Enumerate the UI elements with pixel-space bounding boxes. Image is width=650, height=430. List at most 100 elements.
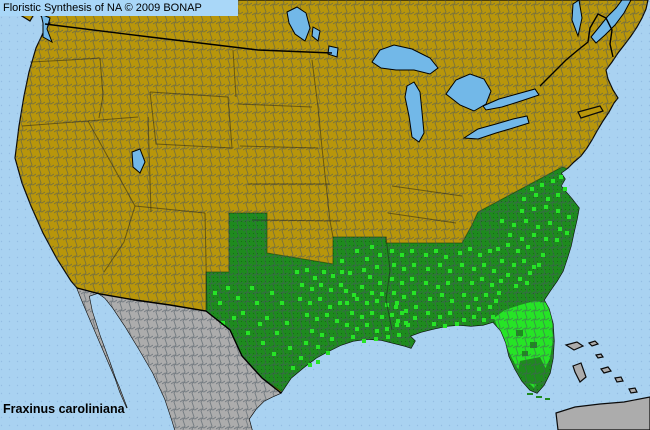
county-marker bbox=[520, 209, 524, 213]
county-marker bbox=[362, 268, 366, 272]
county-marker bbox=[360, 285, 364, 289]
county-marker bbox=[559, 175, 563, 179]
county-marker bbox=[532, 207, 536, 211]
county-marker bbox=[335, 319, 339, 323]
county-marker bbox=[326, 351, 330, 355]
county-marker bbox=[497, 291, 501, 295]
county-marker bbox=[291, 366, 295, 370]
county-marker bbox=[402, 267, 406, 271]
county-marker bbox=[480, 277, 484, 281]
county-marker bbox=[500, 259, 504, 263]
county-marker bbox=[370, 311, 374, 315]
county-marker bbox=[525, 281, 529, 285]
county-marker bbox=[308, 301, 312, 305]
county-marker bbox=[426, 311, 430, 315]
county-marker bbox=[540, 183, 544, 187]
county-marker bbox=[482, 318, 486, 322]
county-marker bbox=[472, 315, 476, 319]
county-marker bbox=[392, 291, 396, 295]
county-marker bbox=[482, 263, 486, 267]
county-marker bbox=[491, 315, 495, 319]
county-marker bbox=[484, 293, 488, 297]
county-marker bbox=[325, 313, 329, 317]
county-marker bbox=[226, 286, 230, 290]
map-attribution-bar: Floristic Synthesis of NA © 2009 BONAP bbox=[0, 0, 238, 16]
county-marker bbox=[348, 271, 352, 275]
county-marker bbox=[412, 263, 416, 267]
county-marker bbox=[261, 341, 265, 345]
county-marker bbox=[524, 219, 528, 223]
canada-border-east bbox=[539, 13, 614, 87]
county-marker bbox=[477, 307, 481, 311]
county-marker bbox=[265, 316, 269, 320]
state-borders bbox=[21, 49, 463, 331]
county-marker bbox=[355, 327, 359, 331]
county-marker bbox=[406, 323, 410, 327]
county-marker bbox=[329, 288, 333, 292]
county-marker bbox=[402, 295, 406, 299]
county-marker bbox=[397, 333, 401, 337]
county-marker bbox=[331, 274, 335, 278]
county-marker bbox=[375, 329, 379, 333]
county-marker bbox=[412, 291, 416, 295]
county-marker bbox=[218, 301, 222, 305]
county-marker bbox=[443, 324, 447, 328]
county-marker bbox=[232, 316, 236, 320]
county-marker bbox=[365, 323, 369, 327]
county-marker bbox=[390, 249, 394, 253]
county-marker bbox=[258, 322, 262, 326]
county-marker bbox=[350, 311, 354, 315]
county-marker bbox=[365, 257, 369, 261]
bahamas-island bbox=[587, 340, 600, 347]
lake-huron bbox=[445, 73, 492, 112]
county-marker bbox=[400, 281, 404, 285]
county-marker bbox=[536, 225, 540, 229]
county-marker bbox=[360, 315, 364, 319]
county-marker bbox=[512, 263, 516, 267]
county-marker bbox=[308, 363, 312, 367]
county-marker bbox=[390, 313, 394, 317]
county-marker bbox=[386, 335, 390, 339]
county-marker bbox=[305, 268, 309, 272]
county-marker bbox=[518, 277, 522, 281]
lake-superior bbox=[371, 44, 439, 75]
county-marker bbox=[490, 283, 494, 287]
county-marker bbox=[528, 271, 532, 275]
county-marker bbox=[541, 253, 545, 257]
county-marker bbox=[352, 293, 356, 297]
lake-manitoba bbox=[311, 26, 321, 42]
county-marker bbox=[275, 331, 279, 335]
county-marker bbox=[508, 233, 512, 237]
county-marker bbox=[462, 293, 466, 297]
county-marker bbox=[300, 283, 304, 287]
county-marker bbox=[328, 305, 332, 309]
county-marker bbox=[544, 237, 548, 241]
county-marker bbox=[488, 305, 492, 309]
county-marker bbox=[298, 297, 302, 301]
cuba-bahamas bbox=[555, 340, 650, 430]
county-marker bbox=[413, 316, 417, 320]
county-marker bbox=[434, 249, 438, 253]
county-marker bbox=[310, 329, 314, 333]
county-marker bbox=[492, 269, 496, 273]
county-marker bbox=[400, 311, 404, 315]
bahamas-island bbox=[628, 387, 638, 394]
county-marker bbox=[548, 221, 552, 225]
st-lawrence bbox=[590, 0, 632, 44]
county-marker bbox=[516, 249, 520, 253]
county-marker bbox=[410, 249, 414, 253]
county-marker bbox=[351, 335, 355, 339]
county-marker bbox=[375, 299, 379, 303]
county-marker bbox=[532, 265, 536, 269]
county-marker bbox=[345, 323, 349, 327]
county-marker bbox=[522, 197, 526, 201]
county-marker bbox=[380, 315, 384, 319]
lake-winnipeg bbox=[286, 6, 311, 42]
county-marker bbox=[322, 270, 326, 274]
county-marker bbox=[362, 339, 366, 343]
cuba bbox=[555, 396, 650, 430]
county-marker bbox=[555, 238, 559, 242]
great-salt-lake bbox=[131, 148, 146, 174]
county-marker bbox=[392, 263, 396, 267]
